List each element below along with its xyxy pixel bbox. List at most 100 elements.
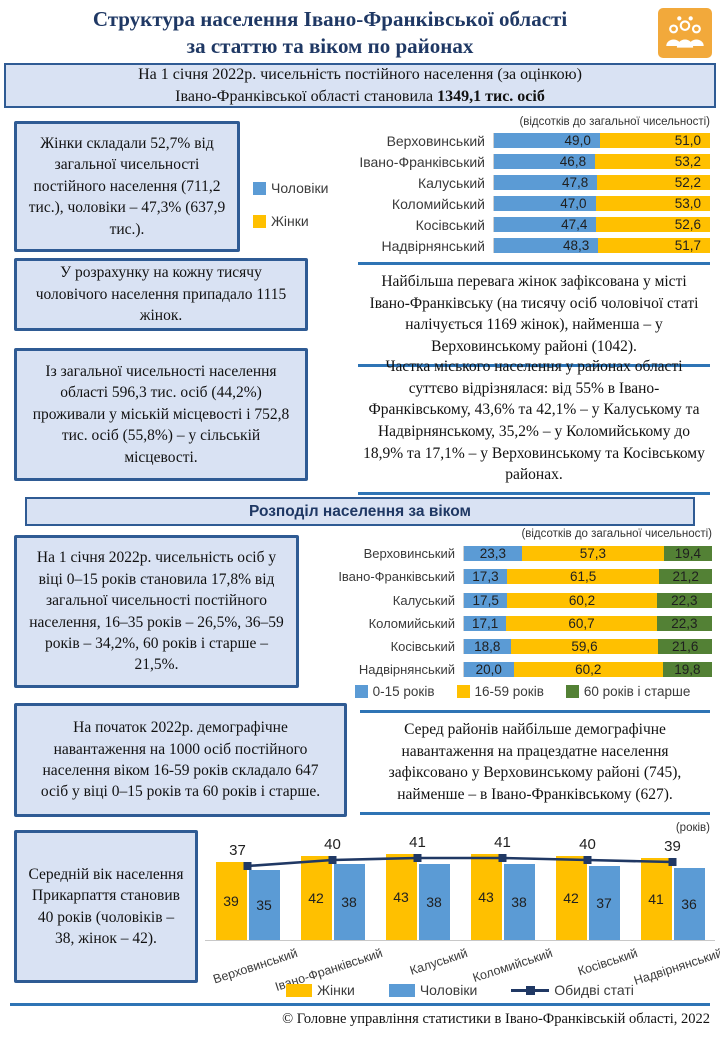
sex_by_district-row: Косівський 47,4 52,6 [345,216,710,233]
category-label: Коломийський [391,195,485,212]
legend-label: 0-15 років [372,683,435,699]
legend-item-Чоловіки: Чоловіки [253,180,328,196]
bar-segment-60 років і старше: 22,3 [656,592,712,608]
category-label: Калуський [417,174,485,191]
bar-Жінки: 42 [300,856,332,940]
page-title-line2: за статтю та віком по районах [186,34,474,59]
legend-swatch [286,983,313,997]
legend-swatch [253,214,266,228]
bar-track: 17,1 60,7 22,3 [463,615,712,631]
bar-segment-0-15 років: 17,5 [464,592,508,608]
sex_by_district-row: Надвірнянський 48,3 51,7 [345,237,710,254]
category-label: Косівський [390,639,455,655]
legend-swatch [388,983,415,997]
sex_by_district-row: Коломийський 47,0 53,0 [345,195,710,212]
bar-segment-Чоловіки: 47,4 [494,217,597,232]
category-label: Коломийський [368,615,455,631]
bar-segment-Чоловіки: 47,8 [494,175,598,190]
bar-segment-60 років і старше: 22,3 [656,615,712,631]
sex-chart-note: (відсотків до загальної чисельності) [519,116,710,128]
banner-line1: На 1 січня 2022р. чисельність постійного… [138,65,582,83]
bar-segment-0-15 років: 17,3 [464,569,507,585]
bar-segment-16-59 років: 60,7 [506,615,657,631]
avg-age-chart-legend: Жінки Чоловіки Обидві статі [205,982,715,998]
legend-swatch [253,181,266,195]
line-value-label: 41 [409,834,426,851]
bar-Чоловіки: 38 [333,864,365,940]
bar-segment-60 років і старше: 19,4 [663,546,712,561]
sidetext-women-advantage: Найбільша перевага жінок зафіксована у м… [358,262,710,367]
bar-Чоловіки: 36 [673,868,705,940]
infobox-women-share: Жінки складали 52,7% від загальної чисел… [14,121,240,252]
bar-track: 20,0 60,2 19,8 [463,662,712,678]
sex_by_district-row: Калуський 47,8 52,2 [345,174,710,191]
age-chart-legend: 0-15 років 16-59 років 60 років і старше [333,684,712,699]
bar-segment-60 років і старше: 21,2 [659,569,712,585]
bar-Жінки: 42 [555,856,587,940]
age-chart-rows: Верховинський 23,3 57,3 19,4 Івано-Франківсь… [333,544,712,679]
category-label: Надвірнянський [358,662,455,678]
sex_by_district-row: Верховинський 49,0 51,0 [345,132,710,149]
banner-line2: Івано-Франківської області становила 134… [175,86,545,108]
banner-line2-text: Івано-Франківської області становила [175,87,434,105]
bar-segment-Чоловіки: 49,0 [494,133,600,148]
legend-item-16-59 років: 16-59 років [456,684,544,699]
page-title-line1: Структура населення Івано-Франківської о… [92,7,568,31]
bar-segment-16-59 років: 61,5 [506,569,660,585]
sex-chart-rows: Верховинський 49,0 51,0 Івано-Франківський 4… [345,132,710,254]
bar-track: 47,4 52,6 [493,217,710,232]
bar-segment-Жінки: 51,7 [598,238,710,253]
avg-age-chart-note: (років) [675,822,710,834]
age-section-header: Розподіл населення за віком [25,497,695,526]
bar-track: 47,0 53,0 [493,196,710,211]
legend-label: Жінки [271,213,309,229]
age_by_district-row: Калуський 17,5 60,2 22,3 [333,591,712,610]
bar-segment-60 років і старше: 19,8 [662,662,712,678]
bar-track: 48,3 51,7 [493,238,710,253]
avg-age-group: 42 37 [545,856,630,940]
bar-track: 18,8 59,6 21,6 [463,639,712,655]
people-group-icon [658,8,712,58]
bar-segment-16-59 років: 60,2 [513,662,663,678]
avg-age-group: 39 35 [205,862,290,940]
bar-segment-Чоловіки: 47,0 [494,196,596,211]
category-label: Івано-Франківський [338,569,455,585]
age_by_district-row: Коломийський 17,1 60,7 22,3 [333,614,712,633]
bar-segment-Жінки: 51,0 [599,133,710,148]
age-chart-note: (відсотків до загальної чисельності) [521,528,712,540]
bar-segment-Жінки: 52,6 [596,217,710,232]
legend-label: 60 років і старше [583,683,691,699]
infobox-per-thousand: У розрахунку на кожну тисячу чоловічого … [14,258,308,331]
bar-track: 17,5 60,2 22,3 [463,592,712,608]
bar-track: 46,8 53,2 [493,154,710,169]
bar-Жінки: 43 [385,854,417,940]
legend-line-swatch [511,985,550,995]
legend-swatch [354,684,368,698]
age_by_district-row: Косівський 18,8 59,6 21,6 [333,637,712,656]
category-label: Івано-Франківський [359,153,485,170]
legend-item-Жінки: Жінки [286,982,355,998]
bar-Чоловіки: 37 [588,866,620,940]
sidetext-demo-load-districts: Серед районів найбільше демографічне нав… [360,710,710,815]
bar-Чоловіки: 38 [503,864,535,940]
age_by_district-row: Верховинський 23,3 57,3 19,4 [333,544,712,563]
avg-age-group: 43 38 [460,854,545,940]
bar-track: 47,8 52,2 [493,175,710,190]
legend-item-0-15 років: 0-15 років [354,683,435,699]
page-title: Структура населення Івано-Франківської о… [0,6,660,61]
footer-rule [10,1003,710,1006]
infobox-demo-load: На початок 2022р. демографічне навантаже… [14,703,347,817]
banner-line2-bold: 1349,1 тис. осіб [437,87,545,105]
legend-item-Обидві статі: Обидві статі [511,982,634,998]
bar-Чоловіки: 38 [418,864,450,940]
category-label: Калуський [392,592,455,608]
legend-swatch [565,684,579,698]
infobox-avg-age: Середній вік населення Прикарпаття стано… [14,830,198,983]
bar-segment-0-15 років: 17,1 [464,615,507,631]
footer-text: © Головне управління статистики в Івано-… [282,1011,710,1027]
age-chart: (відсотків до загальної чисельності) Вер… [333,528,712,699]
legend-item-60 років і старше: 60 років і старше [565,683,691,699]
infobox-age-shares: На 1 січня 2022р. чисельність осіб у віц… [14,535,299,688]
legend-line-marker [526,985,536,995]
bar-segment-16-59 років: 57,3 [521,546,664,561]
